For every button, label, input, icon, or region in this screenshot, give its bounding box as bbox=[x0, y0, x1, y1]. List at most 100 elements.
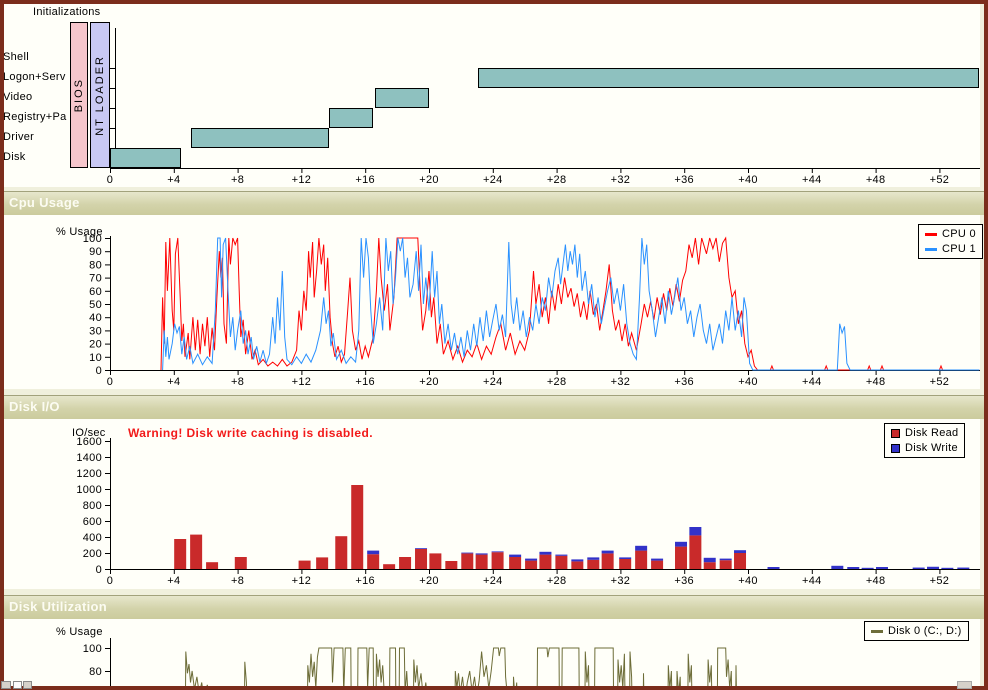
tick-label: 30 bbox=[89, 325, 102, 337]
gantt-bar bbox=[478, 68, 980, 88]
tick-label: 1200 bbox=[76, 468, 102, 480]
window-border-left bbox=[0, 0, 4, 690]
disk-utilization-section-header: Disk Utilization bbox=[4, 595, 984, 619]
bar-segment bbox=[912, 567, 925, 569]
tick-label: +40 bbox=[738, 376, 758, 388]
bar-segment bbox=[587, 559, 600, 569]
tick-label: +24 bbox=[483, 376, 503, 388]
bar-segment bbox=[383, 564, 396, 569]
bar-segment bbox=[174, 539, 187, 569]
tick-label: +40 bbox=[738, 575, 758, 587]
bar-segment bbox=[539, 551, 552, 555]
background-window-fragment[interactable] bbox=[957, 681, 972, 689]
tick-label: +4 bbox=[167, 174, 180, 186]
tick-label: +36 bbox=[674, 376, 694, 388]
tick-label: +28 bbox=[547, 575, 567, 587]
disk-io-section-header: Disk I/O bbox=[4, 395, 984, 419]
bar-segment bbox=[861, 567, 874, 569]
tick-label: 80 bbox=[89, 666, 102, 678]
legend-item: Disk Read bbox=[891, 427, 958, 439]
bar-segment bbox=[415, 548, 428, 549]
cpu-usage-section-header: Cpu Usage bbox=[4, 191, 984, 215]
bar-segment bbox=[587, 557, 600, 560]
disk-write-caching-warning: Warning! Disk write caching is disabled. bbox=[128, 426, 373, 440]
legend-swatch-icon bbox=[891, 428, 900, 438]
disk-util-y-axis-title: % Usage bbox=[56, 626, 103, 638]
bar-segment bbox=[689, 527, 702, 536]
bar-segment bbox=[367, 554, 380, 569]
tick-label: +20 bbox=[419, 376, 439, 388]
background-window-fragment[interactable] bbox=[1, 681, 11, 689]
bar-segment bbox=[298, 560, 311, 569]
tick-label: +24 bbox=[483, 174, 503, 186]
bar-segment bbox=[767, 567, 780, 569]
bar-segment bbox=[927, 566, 940, 569]
tick-label: +40 bbox=[738, 174, 758, 186]
gantt-row-label: Driver bbox=[3, 131, 35, 143]
gantt-row-label: Logon+Serv bbox=[3, 71, 66, 83]
tick-label: 40 bbox=[89, 312, 102, 324]
legend-swatch-icon bbox=[925, 232, 937, 236]
series-line bbox=[160, 236, 980, 371]
gantt-bar bbox=[191, 128, 329, 148]
bar-segment bbox=[335, 536, 348, 569]
boot-phase-bar-label: BIOS bbox=[73, 77, 86, 113]
gantt-bar bbox=[110, 148, 181, 168]
disk-utilization-chart-area[interactable] bbox=[4, 619, 980, 686]
series-line bbox=[185, 647, 737, 690]
bar-segment bbox=[601, 550, 614, 554]
legend-item: CPU 1 bbox=[925, 243, 976, 255]
tick-label: +16 bbox=[355, 376, 375, 388]
window-border-bottom bbox=[0, 686, 988, 690]
gantt-bar bbox=[374, 88, 429, 108]
bar-segment bbox=[509, 557, 522, 569]
tick-label: +20 bbox=[419, 174, 439, 186]
tick-label: +48 bbox=[866, 376, 886, 388]
bar-segment bbox=[571, 561, 584, 569]
tick-label: +32 bbox=[611, 575, 631, 587]
tick-label: +52 bbox=[930, 174, 950, 186]
bar-segment bbox=[635, 545, 648, 551]
bar-segment bbox=[429, 553, 442, 569]
tick-label: +52 bbox=[930, 575, 950, 587]
tick-label: +8 bbox=[231, 174, 244, 186]
tick-label: +4 bbox=[167, 376, 180, 388]
legend-swatch-icon bbox=[871, 629, 883, 633]
background-window-fragment[interactable] bbox=[13, 681, 22, 689]
tick-label: 0 bbox=[107, 575, 113, 587]
tick-label: 70 bbox=[89, 273, 102, 285]
boot-phase-bar: NT LOADER bbox=[90, 22, 110, 168]
cpu-legend: CPU 0 CPU 1 bbox=[918, 224, 983, 259]
background-window-fragment[interactable] bbox=[23, 681, 32, 689]
bar-segment bbox=[601, 553, 614, 569]
legend-item: CPU 0 bbox=[925, 228, 976, 240]
bar-segment bbox=[367, 550, 380, 555]
bar-segment bbox=[461, 553, 474, 569]
tick-label: 1400 bbox=[76, 452, 102, 464]
tick-label: 0 bbox=[107, 376, 113, 388]
bar-segment bbox=[847, 567, 860, 569]
bar-segment bbox=[675, 546, 688, 569]
bar-segment bbox=[831, 565, 844, 569]
gantt-row-label: Registry+Pa bbox=[3, 111, 67, 123]
bar-segment bbox=[703, 557, 716, 563]
tick-label: +48 bbox=[866, 174, 886, 186]
boot-phase-bar-label: NT LOADER bbox=[94, 54, 107, 136]
tick-label: +8 bbox=[231, 376, 244, 388]
cpu-usage-chart-area[interactable] bbox=[4, 215, 980, 389]
bar-segment bbox=[475, 553, 488, 555]
boot-phase-bar: BIOS bbox=[70, 22, 89, 168]
disk-io-y-axis-title: IO/sec bbox=[72, 427, 106, 439]
gantt-row-label: Disk bbox=[3, 151, 26, 163]
bar-segment bbox=[734, 550, 747, 553]
tick-label: +24 bbox=[483, 575, 503, 587]
tick-label: 1600 bbox=[76, 436, 102, 448]
tick-label: 90 bbox=[89, 246, 102, 258]
legend-swatch-icon bbox=[891, 443, 900, 453]
tick-label: +44 bbox=[802, 174, 822, 186]
tick-label: 100 bbox=[83, 233, 102, 245]
window-border-right bbox=[984, 0, 988, 690]
tick-label: +48 bbox=[866, 575, 886, 587]
